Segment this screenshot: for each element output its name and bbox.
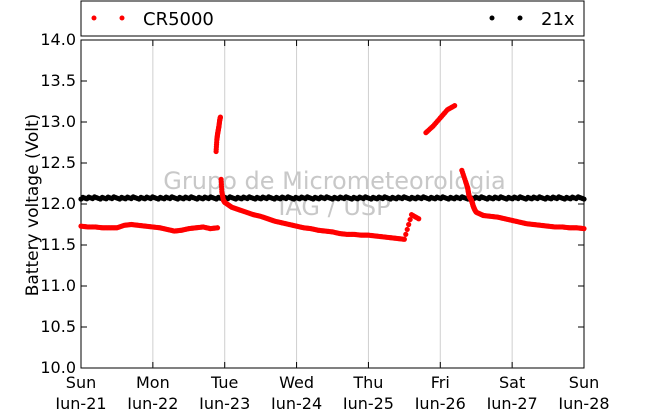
x-tick-day-0: Sun: [66, 373, 96, 392]
legend-marker-cr5000-a: [91, 15, 97, 21]
x-tick-day-2: Tue: [210, 373, 238, 392]
x-tick-date-7: Jun-28: [557, 394, 609, 409]
y-tick-label-8: 14.0: [40, 30, 76, 49]
y-axis: 10.0 10.5 11.0 11.5 12.0 12.5 13.0 13.5 14.0: [40, 30, 584, 377]
point-cr5000-95: [214, 225, 221, 231]
legend-marker-21x-b: [517, 15, 523, 21]
x-tick-date-1: Jun-22: [126, 394, 178, 409]
y-tick-label-4: 12.0: [40, 194, 76, 213]
x-tick-date-3: Jun-24: [270, 394, 322, 409]
x-tick-date-4: Jun-25: [342, 394, 394, 409]
y-tick-label-5: 12.5: [40, 153, 76, 172]
point-cr5000-126: [217, 114, 223, 120]
point-cr5000-276: [407, 216, 413, 223]
point-cr5000-275: [406, 221, 412, 228]
x-tick-day-4: Thu: [352, 373, 383, 392]
legend-marker-cr5000-b: [119, 15, 125, 21]
point-cr5000-449: [581, 226, 587, 232]
y-axis-label: Battery voltage (Volt): [23, 114, 43, 297]
y-tick-label-3: 11.5: [40, 235, 76, 254]
x-axis: Sun Jun-21 Mon Jun-22 Tue Jun-23 Wed Jun-24 Thu J…: [54, 40, 610, 409]
y-tick-label-7: 13.5: [40, 71, 76, 90]
series-21x: [78, 194, 587, 202]
legend-item-21x: 21x: [489, 9, 575, 30]
point-cr5000-272: [401, 236, 407, 242]
point-cr5000-282: [416, 216, 422, 222]
y-tick-label-6: 13.0: [40, 112, 76, 131]
y-tick-label-1: 10.5: [40, 317, 76, 336]
y-tick-label-0: 10.0: [40, 358, 76, 377]
point-cr5000-273: [403, 231, 409, 237]
point-cr5000-274: [404, 226, 410, 233]
point-21x-260: [581, 196, 587, 202]
x-tick-day-5: Fri: [431, 373, 450, 392]
point-cr5000-303: [452, 103, 458, 109]
legend-item-cr5000: CR5000: [91, 9, 214, 30]
x-tick-date-2: Jun-23: [198, 394, 250, 409]
x-tick-day-1: Mon: [136, 373, 170, 392]
legend-marker-21x-a: [489, 15, 495, 21]
x-tick-day-6: Sat: [499, 373, 525, 392]
x-tick-day-7: Sun: [569, 373, 599, 392]
x-tick-day-3: Wed: [279, 373, 314, 392]
legend-label-cr5000: CR5000: [143, 9, 214, 30]
legend-box: [80, 0, 585, 37]
plot-area: [80, 39, 585, 369]
x-tick-date-0: Jun-21: [54, 394, 106, 409]
legend-label-21x: 21x: [541, 9, 575, 30]
watermark-line-0: Grupo de Micrometeorologia: [163, 167, 505, 195]
x-tick-date-5: Jun-26: [414, 394, 466, 409]
x-tick-date-6: Jun-27: [486, 394, 538, 409]
y-tick-label-2: 11.0: [40, 276, 76, 295]
series-cr5000: [78, 103, 587, 242]
